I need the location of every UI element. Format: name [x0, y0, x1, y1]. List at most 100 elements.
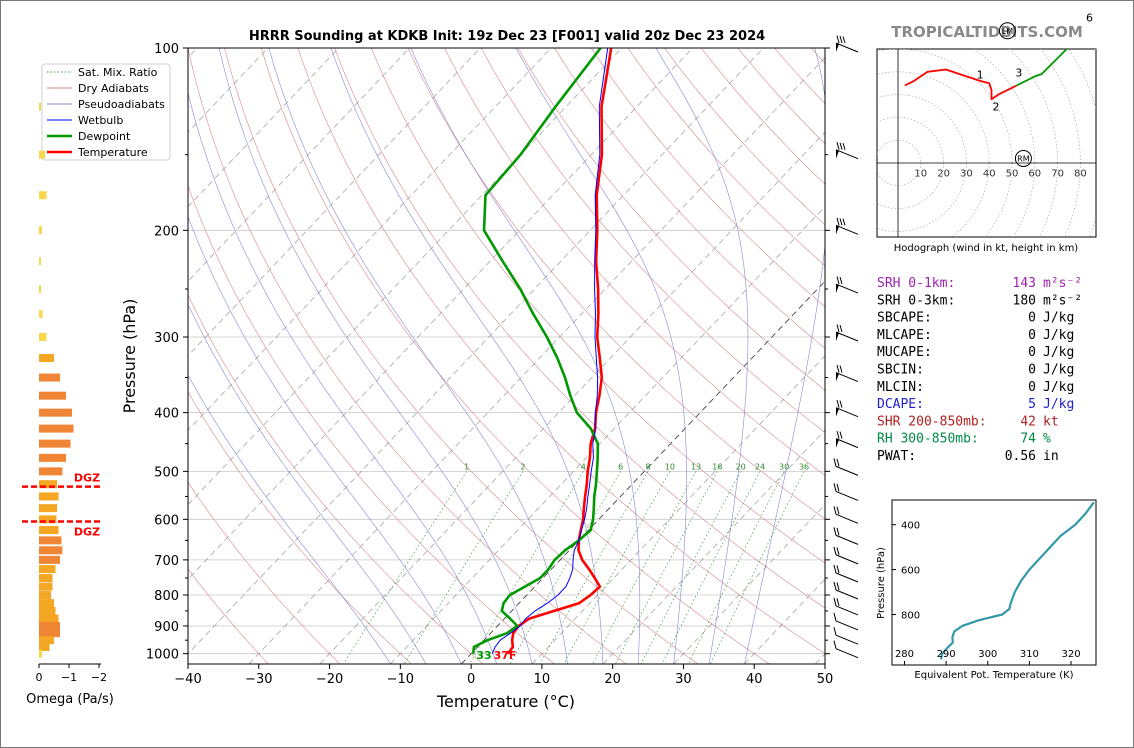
legend: Sat. Mix. Ratio Dry Adiabats Pseudoadiabat…	[41, 63, 171, 161]
stat-label: SBCAPE:	[877, 311, 932, 326]
omega-bar	[39, 150, 45, 159]
stat-label: SRH 0-1km:	[877, 276, 955, 291]
wind-barb-pennant	[836, 372, 839, 382]
wind-barb-staff	[835, 589, 859, 600]
mixing-ratio-line	[591, 471, 697, 664]
stat-value: 0.56	[1005, 449, 1036, 464]
wind-barb-icon	[835, 142, 859, 160]
dry-adiabat-line	[188, 568, 269, 664]
wind-barb-staff	[835, 372, 859, 382]
hodograph-ring-label: 20	[937, 169, 950, 180]
stat-unit: m²s⁻²	[1043, 276, 1082, 291]
omega-axis-label: Omega (Pa/s)	[26, 692, 114, 707]
stat-unit: J/kg	[1043, 345, 1074, 360]
theta-e-axes: 280 290 300 310 320 400 600 800 Pressure (hPa) Eq…	[876, 521, 1081, 681]
wind-barb-flag	[836, 217, 840, 226]
omega-bar	[39, 391, 66, 400]
pseudoadiabat-line	[218, 48, 533, 664]
hodograph-segment	[904, 68, 1018, 101]
wind-barb-staff	[835, 554, 859, 565]
mixing-ratio-label: 30	[779, 462, 789, 471]
omega-bar	[39, 492, 59, 501]
skewt-plot-area	[188, 48, 825, 664]
isotherm-line	[188, 48, 693, 580]
wind-barb-flag	[833, 597, 837, 607]
theta-e-y-axis-label: Pressure (hPa)	[876, 547, 887, 619]
omega-bar	[39, 226, 42, 235]
isotherm-line	[673, 504, 825, 664]
theta-e-x-axis-label: Equivalent Pot. Temperature (K)	[914, 670, 1073, 681]
wind-barb-icon	[833, 527, 859, 545]
isotherm-line	[390, 206, 825, 664]
wind-barb-flag	[839, 35, 843, 44]
wind-barb-staff	[835, 465, 859, 476]
pseudoadiabat-line	[410, 48, 641, 664]
legend-label: Dewpoint	[78, 130, 131, 143]
pseudoadiabat-line	[655, 48, 749, 664]
hodograph-height-label: 2	[993, 101, 1000, 114]
hodograph-ring-label: 50	[1006, 169, 1019, 180]
chart-title: HRRR Sounding at KDKB Init: 19z Dec 23 […	[249, 29, 765, 44]
x-tick-label: −40	[174, 672, 201, 687]
mixing-ratio-line	[640, 471, 742, 664]
x-tick-label: 50	[817, 672, 834, 687]
legend-label: Temperature	[77, 146, 148, 159]
trace-dewpoint	[471, 48, 602, 654]
stat-value: 180	[1013, 293, 1036, 308]
omega-bar	[39, 191, 47, 200]
wind-barb-flag	[839, 431, 843, 439]
wind-barb-icon	[835, 35, 859, 53]
storm-motion-label: RM	[1017, 154, 1030, 163]
omega-bar	[39, 102, 41, 111]
isotherm-line	[602, 429, 825, 664]
wind-barb-icon	[835, 364, 859, 382]
dewpoint-surface-label: 33	[476, 649, 491, 662]
theta-e-x-tick-label: 300	[978, 649, 997, 660]
theta-e-x-tick-label: 310	[1020, 649, 1039, 660]
wind-barb-flag	[833, 506, 837, 515]
omega-bar	[39, 590, 51, 599]
wind-barb-flag	[836, 565, 840, 574]
wind-barb-flag	[836, 35, 840, 44]
mixing-ratio-line	[469, 471, 584, 664]
wind-barb-flag	[833, 483, 837, 492]
theta-e-y-tick-label: 800	[901, 610, 920, 621]
skewt-panel: 1 2 4 6 8 10 13 16 20 24 30 36−40 −30 −20 −10 0 10 20 30 40…	[41, 35, 859, 711]
isotherm-line	[460, 280, 825, 664]
wind-barb-icon	[835, 324, 859, 342]
hodograph-height-label: 6	[1086, 12, 1093, 25]
wind-barb-staff	[835, 331, 859, 342]
wind-barb-staff	[835, 224, 859, 235]
omega-bar	[39, 257, 41, 266]
theta-e-y-tick-label: 400	[901, 521, 920, 532]
skewt-traces	[471, 48, 613, 655]
trace-temperature	[506, 48, 613, 655]
wind-barb-flag	[839, 365, 843, 373]
hodograph-ring-label: 60	[1028, 169, 1041, 180]
omega-bar	[39, 515, 57, 524]
theta-e-content	[940, 501, 1095, 660]
theta-e-x-tick-label: 290	[937, 649, 956, 660]
x-tick-label: 10	[534, 672, 551, 687]
dgz-label: DGZ	[74, 525, 100, 538]
wind-barb-icon	[835, 217, 859, 235]
omega-bar	[39, 643, 50, 652]
x-tick-label: 30	[675, 672, 692, 687]
mixing-ratio-label: 20	[736, 462, 746, 471]
omega-bar	[39, 453, 66, 462]
legend-label: Wetbulb	[78, 114, 123, 127]
omega-bar	[39, 310, 43, 319]
hodograph-labels: 102030405060708012369LMRMHodograph (wind…	[894, 12, 1093, 254]
mixing-ratio-line	[615, 471, 718, 664]
wind-barb-flag	[833, 627, 837, 636]
omega-bar	[39, 649, 42, 658]
wind-barb-staff	[835, 438, 859, 449]
omega-bar	[39, 480, 57, 489]
pseudoadiabat-line	[330, 48, 604, 664]
y-tick-label: 700	[154, 554, 179, 569]
dry-adiabat-line	[188, 481, 341, 664]
wind-barb-pennant	[836, 43, 839, 52]
omega-bar	[39, 621, 60, 630]
x-tick-label: 40	[746, 672, 763, 687]
wind-barb-flag	[836, 483, 840, 492]
